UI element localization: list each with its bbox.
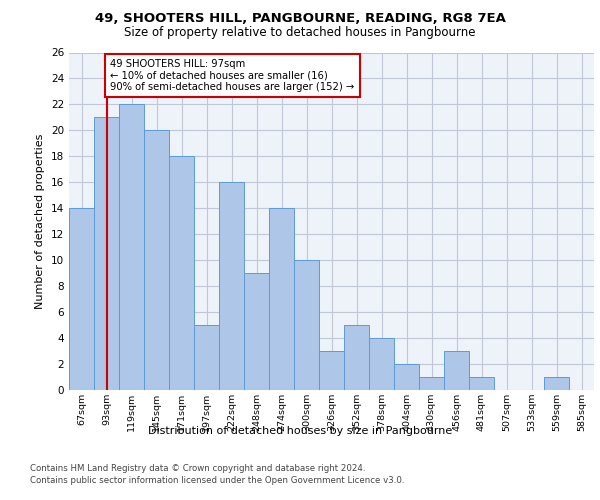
Bar bbox=[419, 377, 444, 390]
Text: Distribution of detached houses by size in Pangbourne: Distribution of detached houses by size … bbox=[148, 426, 452, 436]
Bar bbox=[444, 351, 469, 390]
Text: 49 SHOOTERS HILL: 97sqm
← 10% of detached houses are smaller (16)
90% of semi-de: 49 SHOOTERS HILL: 97sqm ← 10% of detache… bbox=[110, 59, 355, 92]
Text: Contains public sector information licensed under the Open Government Licence v3: Contains public sector information licen… bbox=[30, 476, 404, 485]
Bar bbox=[469, 377, 494, 390]
Bar bbox=[194, 325, 219, 390]
Bar bbox=[269, 208, 294, 390]
Bar bbox=[219, 182, 244, 390]
Bar bbox=[394, 364, 419, 390]
Bar bbox=[94, 118, 119, 390]
Bar bbox=[319, 351, 344, 390]
Bar bbox=[144, 130, 169, 390]
Text: 49, SHOOTERS HILL, PANGBOURNE, READING, RG8 7EA: 49, SHOOTERS HILL, PANGBOURNE, READING, … bbox=[95, 12, 505, 26]
Bar bbox=[169, 156, 194, 390]
Bar bbox=[119, 104, 144, 390]
Text: Contains HM Land Registry data © Crown copyright and database right 2024.: Contains HM Land Registry data © Crown c… bbox=[30, 464, 365, 473]
Bar bbox=[544, 377, 569, 390]
Bar bbox=[369, 338, 394, 390]
Y-axis label: Number of detached properties: Number of detached properties bbox=[35, 134, 46, 309]
Bar bbox=[294, 260, 319, 390]
Bar bbox=[69, 208, 94, 390]
Bar bbox=[344, 325, 369, 390]
Text: Size of property relative to detached houses in Pangbourne: Size of property relative to detached ho… bbox=[124, 26, 476, 39]
Bar bbox=[244, 273, 269, 390]
